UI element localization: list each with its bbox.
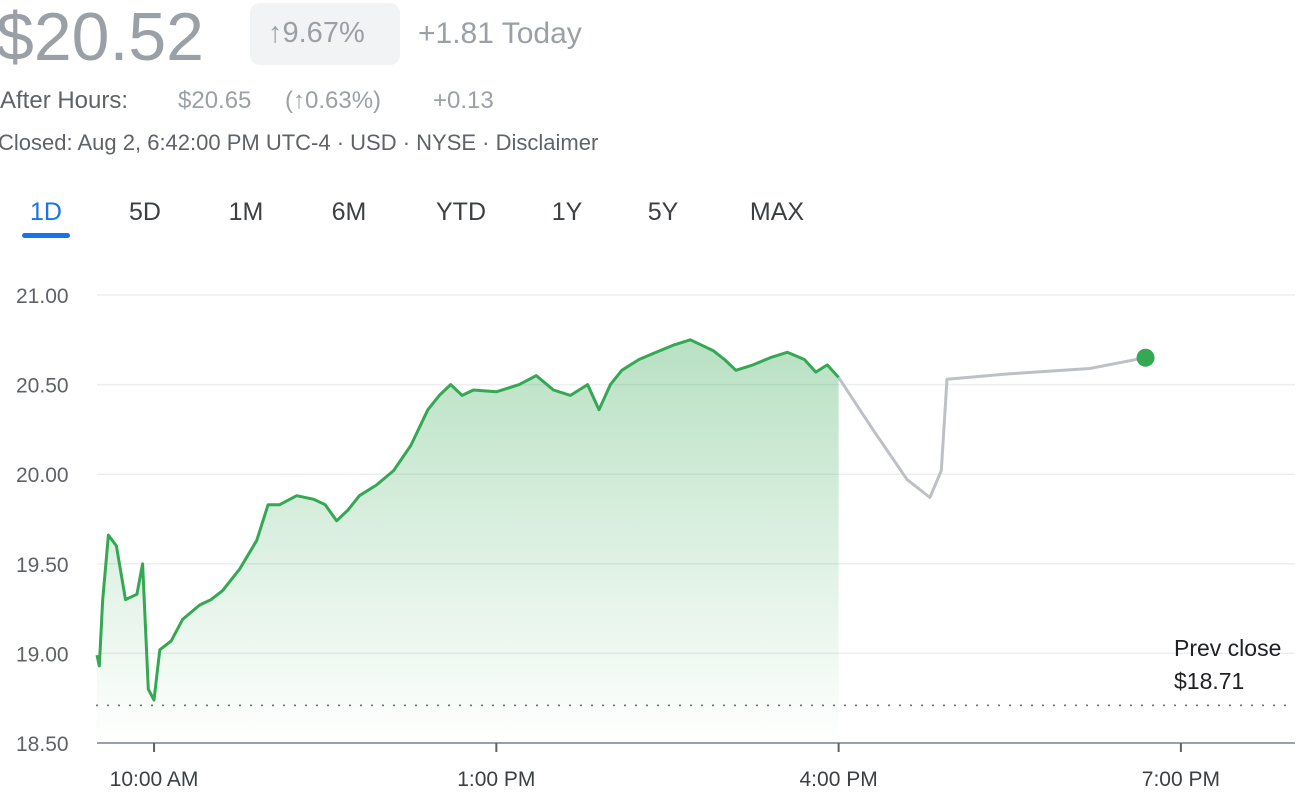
after-hours-price: $20.65 <box>178 87 252 114</box>
tab[interactable]: 6M <box>331 198 367 226</box>
prev-close-value: $18.71 <box>1174 668 1244 694</box>
area <box>97 339 839 743</box>
after-hours-change: +0.13 <box>433 87 494 114</box>
price-line <box>837 356 1146 499</box>
price-line <box>95 338 840 702</box>
status: Closed: Aug 2, 6:42:00 PM UTC-4 · USD · … <box>0 130 599 155</box>
y-tick-label: 19.50 <box>16 554 69 577</box>
x-tick-label: 7:00 PM <box>1142 768 1220 791</box>
after-hours-pct: (↑0.63%) <box>285 87 382 114</box>
change-pct: ↑9.67% <box>268 17 365 49</box>
tab[interactable]: MAX <box>749 198 805 226</box>
tab[interactable]: YTD <box>436 198 486 226</box>
price: $20.52 <box>0 0 204 75</box>
y-tick-label: 20.00 <box>16 464 69 487</box>
end-dot <box>1136 348 1155 367</box>
y-tick-label: 19.00 <box>16 643 69 666</box>
tab[interactable]: 5D <box>129 198 161 226</box>
y-tick-label: 18.50 <box>16 733 69 756</box>
y-tick-label: 21.00 <box>16 285 69 308</box>
tab-underline <box>22 233 70 238</box>
tab[interactable]: 1D <box>30 198 62 226</box>
tab[interactable]: 1M <box>228 198 264 226</box>
prev-close-label: Prev close <box>1174 635 1281 661</box>
change: +1.81 Today <box>418 17 582 50</box>
tab[interactable]: 5Y <box>647 198 679 226</box>
x-tick-label: 10:00 AM <box>110 768 199 791</box>
x-tick-label: 1:00 PM <box>457 768 535 791</box>
change-badge <box>250 3 400 65</box>
y-tick-label: 20.50 <box>16 375 69 398</box>
x-tick-label: 4:00 PM <box>800 768 878 791</box>
after-hours-label: After Hours: <box>0 87 129 114</box>
tab[interactable]: 1Y <box>551 198 583 226</box>
